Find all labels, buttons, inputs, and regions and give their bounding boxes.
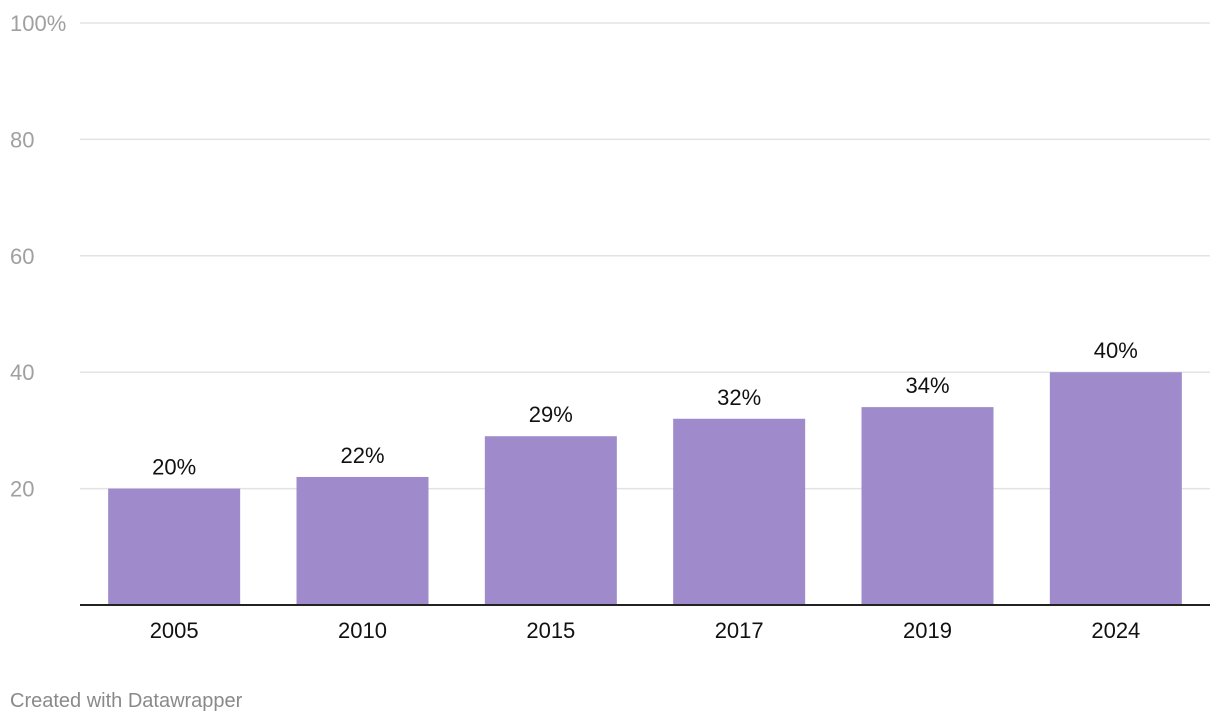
value-label: 22% [340,443,384,468]
x-tick-label: 2019 [903,618,952,643]
y-tick-label: 60 [10,244,34,269]
x-tick-label: 2010 [338,618,387,643]
x-axis-ticks: 2005 2010 2015 2017 2019 2024 [150,618,1141,643]
x-tick-label: 2017 [715,618,764,643]
bar-2024 [1049,372,1182,605]
x-tick-label: 2024 [1091,618,1140,643]
y-tick-label: 40 [10,360,34,385]
y-tick-label: 80 [10,127,34,152]
value-label: 20% [152,455,196,480]
datawrapper-credit: Created with Datawrapper [10,690,243,712]
bar-2019 [861,407,994,605]
value-label: 40% [1094,338,1138,363]
value-labels: 20% 22% 29% 32% 34% 40% [152,338,1138,479]
value-label: 32% [717,385,761,410]
bar-2015 [484,436,617,605]
bar-2017 [673,418,806,605]
y-axis-ticks: 20 40 60 80 100% [10,11,66,502]
bar-chart: 20 40 60 80 100% 20% 22% 29% 32% 34% 40% 2005 2010… [10,11,1210,643]
y-tick-label: 100% [10,11,66,36]
y-tick-label: 20 [10,477,34,502]
bar-2010 [296,476,429,605]
x-tick-label: 2015 [526,618,575,643]
bar-2005 [108,488,241,605]
bars [108,372,1182,605]
value-label: 29% [529,402,573,427]
x-tick-label: 2005 [150,618,199,643]
gridlines [80,22,1210,490]
value-label: 34% [905,373,949,398]
